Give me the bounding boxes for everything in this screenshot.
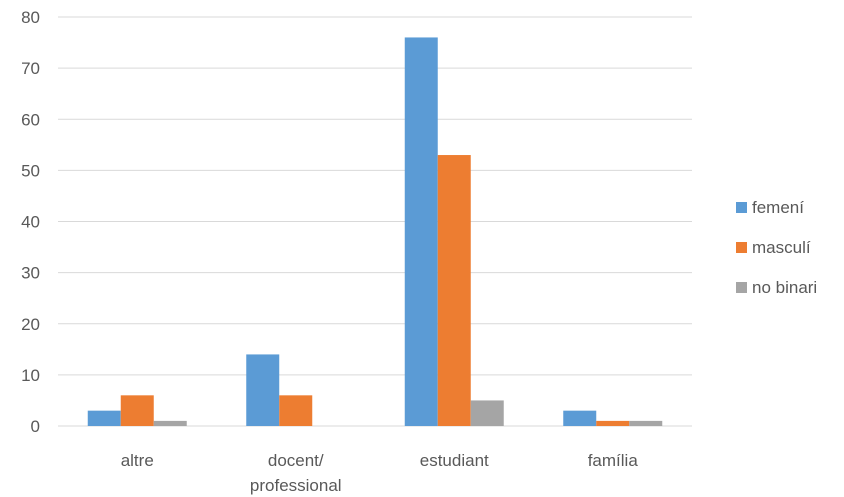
bar [563, 410, 597, 426]
gridlines [58, 16, 692, 427]
y-tick-label: 50 [21, 161, 40, 180]
bars [87, 37, 663, 426]
legend-swatch [736, 282, 747, 293]
bar [437, 155, 471, 426]
y-tick-label: 10 [21, 366, 40, 385]
x-tick-label: família [588, 451, 639, 470]
legend-label: no binari [752, 278, 817, 297]
y-tick-label: 0 [31, 417, 40, 436]
x-tick-label: altre [121, 451, 154, 470]
x-axis-ticks: altre docent/professional estudiant família [121, 451, 639, 495]
legend-swatch [736, 242, 747, 253]
y-axis-ticks: 0 10 20 30 40 50 60 70 80 [21, 8, 40, 436]
x-tick-label: estudiant [420, 451, 489, 470]
legend-swatch [736, 202, 747, 213]
bar [246, 354, 280, 426]
y-tick-label: 80 [21, 8, 40, 27]
bar [629, 420, 663, 426]
y-tick-label: 70 [21, 59, 40, 78]
legend-label: femení [752, 198, 804, 217]
bar [153, 420, 187, 426]
x-tick-label: professional [250, 476, 342, 495]
legend-label: masculí [752, 238, 811, 257]
y-tick-label: 40 [21, 213, 40, 232]
bar [279, 395, 313, 426]
y-tick-label: 20 [21, 315, 40, 334]
bar [87, 410, 121, 426]
y-tick-label: 60 [21, 110, 40, 129]
y-tick-label: 30 [21, 264, 40, 283]
bar [596, 420, 630, 426]
bar [470, 400, 504, 426]
x-tick-label: docent/ [268, 451, 324, 470]
legend: femení masculí no binari [736, 198, 817, 297]
bar [120, 395, 154, 426]
bar [404, 37, 438, 426]
